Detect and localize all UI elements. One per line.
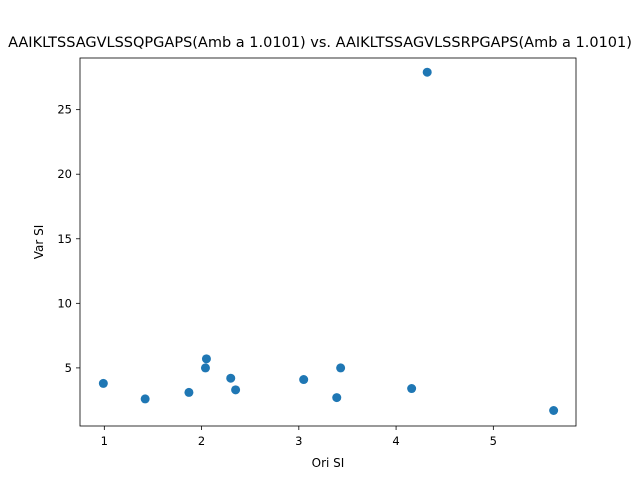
- data-point-2: [140, 394, 150, 404]
- data-point-7: [231, 385, 241, 395]
- x-axis: 1 2 3 4 5: [101, 426, 497, 448]
- data-point-13: [549, 406, 559, 416]
- y-tick-label: 20: [57, 167, 72, 181]
- x-axis-label: Ori SI: [312, 456, 345, 470]
- x-tick-label: 4: [392, 434, 399, 448]
- data-point-12: [422, 67, 432, 77]
- data-point-10: [336, 363, 346, 373]
- data-point-8: [299, 375, 309, 385]
- data-point-6: [226, 373, 236, 383]
- data-point-5: [200, 363, 210, 373]
- data-point-1: [98, 378, 108, 388]
- data-point-9: [332, 393, 342, 403]
- plot-frame: [79, 57, 577, 427]
- y-tick-label: 25: [57, 103, 72, 117]
- y-axis: 5 10 15 20 25: [57, 103, 80, 375]
- data-points: [98, 67, 559, 416]
- data-point-4: [201, 354, 211, 364]
- x-tick-label: 3: [295, 434, 302, 448]
- chart-title: AAIKLTSSAGVLSSQPGAPS(Amb a 1.0101) vs. A…: [8, 35, 632, 51]
- y-tick-label: 15: [57, 232, 72, 246]
- x-tick-label: 2: [198, 434, 205, 448]
- data-point-3: [184, 387, 194, 397]
- y-tick-label: 5: [65, 361, 72, 375]
- y-tick-label: 10: [57, 296, 72, 310]
- x-tick-label: 5: [490, 434, 497, 448]
- data-point-11: [407, 384, 417, 394]
- y-axis-label: Var SI: [32, 225, 46, 260]
- x-tick-label: 1: [101, 434, 108, 448]
